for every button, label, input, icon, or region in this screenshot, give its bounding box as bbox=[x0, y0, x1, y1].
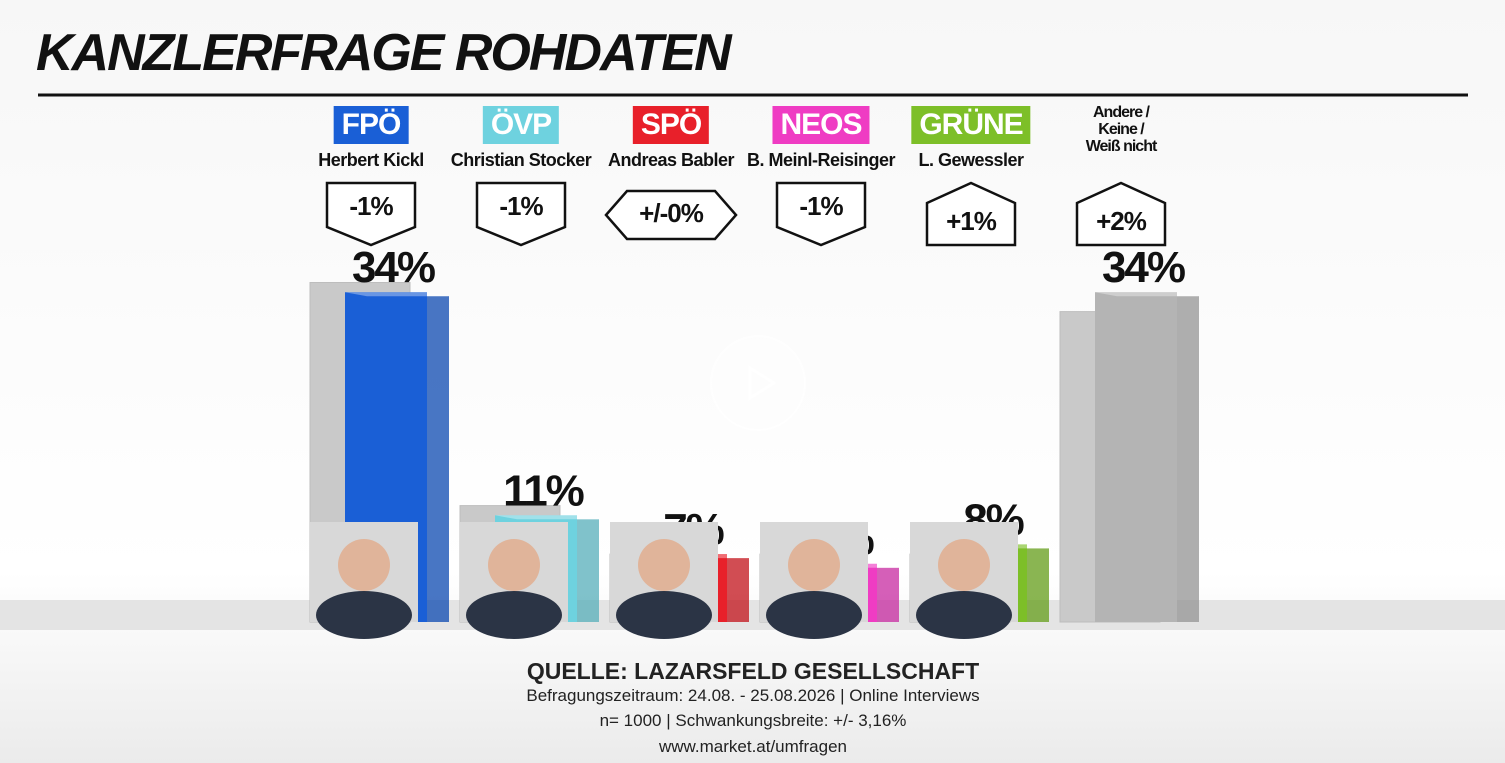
bar-shade bbox=[877, 567, 899, 622]
change-label: -1% bbox=[799, 191, 843, 221]
party-label: ÖVP bbox=[482, 106, 560, 144]
change-badge bbox=[775, 181, 867, 247]
party-label: SPÖ bbox=[632, 106, 710, 144]
party-label: Andere / Keine / Weiß nicht bbox=[1085, 104, 1158, 155]
portrait-head bbox=[788, 539, 840, 591]
candidate-name: L. Gewessler bbox=[918, 150, 1024, 170]
change-badge bbox=[325, 181, 417, 247]
note: Befragungszeitraum: 24.08. - 25.08.2026 … bbox=[526, 686, 980, 705]
bar-top bbox=[345, 292, 449, 297]
portrait-head bbox=[338, 539, 390, 591]
change-label: -1% bbox=[499, 191, 543, 221]
portrait-body bbox=[616, 591, 712, 639]
bar-side bbox=[1027, 548, 1049, 622]
bar-side bbox=[877, 567, 899, 622]
bar bbox=[1095, 292, 1177, 622]
portrait-head bbox=[938, 539, 990, 591]
party-label: FPÖ bbox=[333, 106, 409, 144]
bar-shade bbox=[577, 519, 599, 622]
value-label: 11% bbox=[503, 466, 584, 515]
change-badge bbox=[925, 181, 1017, 247]
candidate-name: Herbert Kickl bbox=[318, 150, 424, 170]
change-badge bbox=[475, 181, 567, 247]
chart-title: KANZLERFRAGE ROHDATEN bbox=[36, 24, 733, 82]
change-badge bbox=[1075, 181, 1167, 247]
bar-shade bbox=[1027, 548, 1049, 622]
change-label: +2% bbox=[1096, 206, 1147, 236]
change-label: +1% bbox=[946, 206, 997, 236]
value-label: 34% bbox=[1102, 243, 1185, 292]
portrait-head bbox=[488, 539, 540, 591]
bar-top bbox=[1095, 292, 1199, 297]
bar-side bbox=[727, 558, 749, 622]
bar-shade bbox=[427, 296, 449, 622]
candidate-name: Christian Stocker bbox=[450, 150, 592, 170]
value-label: 34% bbox=[352, 243, 435, 292]
bar-shade bbox=[727, 558, 749, 622]
candidate-name: B. Meinl-Reisinger bbox=[746, 150, 896, 170]
bar-side bbox=[577, 519, 599, 622]
bar-side bbox=[427, 296, 449, 622]
change-label: +/-0% bbox=[639, 198, 704, 228]
change-label: -1% bbox=[349, 191, 393, 221]
portrait-body bbox=[466, 591, 562, 639]
party-label: GRÜNE bbox=[911, 106, 1031, 144]
candidate-name: Andreas Babler bbox=[607, 150, 735, 170]
floor bbox=[0, 600, 1505, 630]
bar-top bbox=[495, 515, 599, 520]
portrait-body bbox=[916, 591, 1012, 639]
bar-side bbox=[1177, 296, 1199, 622]
play-button bbox=[710, 335, 806, 431]
party-label: NEOS bbox=[772, 106, 870, 144]
note: n= 1000 | Schwankungsbreite: +/- 3,16% bbox=[599, 711, 907, 730]
portrait-body bbox=[316, 591, 412, 639]
note: www.market.at/umfragen bbox=[658, 737, 848, 756]
bar-shade bbox=[1177, 296, 1199, 622]
source: QUELLE: LAZARSFELD GESELLSCHAFT bbox=[526, 658, 980, 684]
portrait-body bbox=[766, 591, 862, 639]
change-badge bbox=[604, 189, 738, 241]
play-icon bbox=[748, 365, 777, 401]
portrait-head bbox=[638, 539, 690, 591]
